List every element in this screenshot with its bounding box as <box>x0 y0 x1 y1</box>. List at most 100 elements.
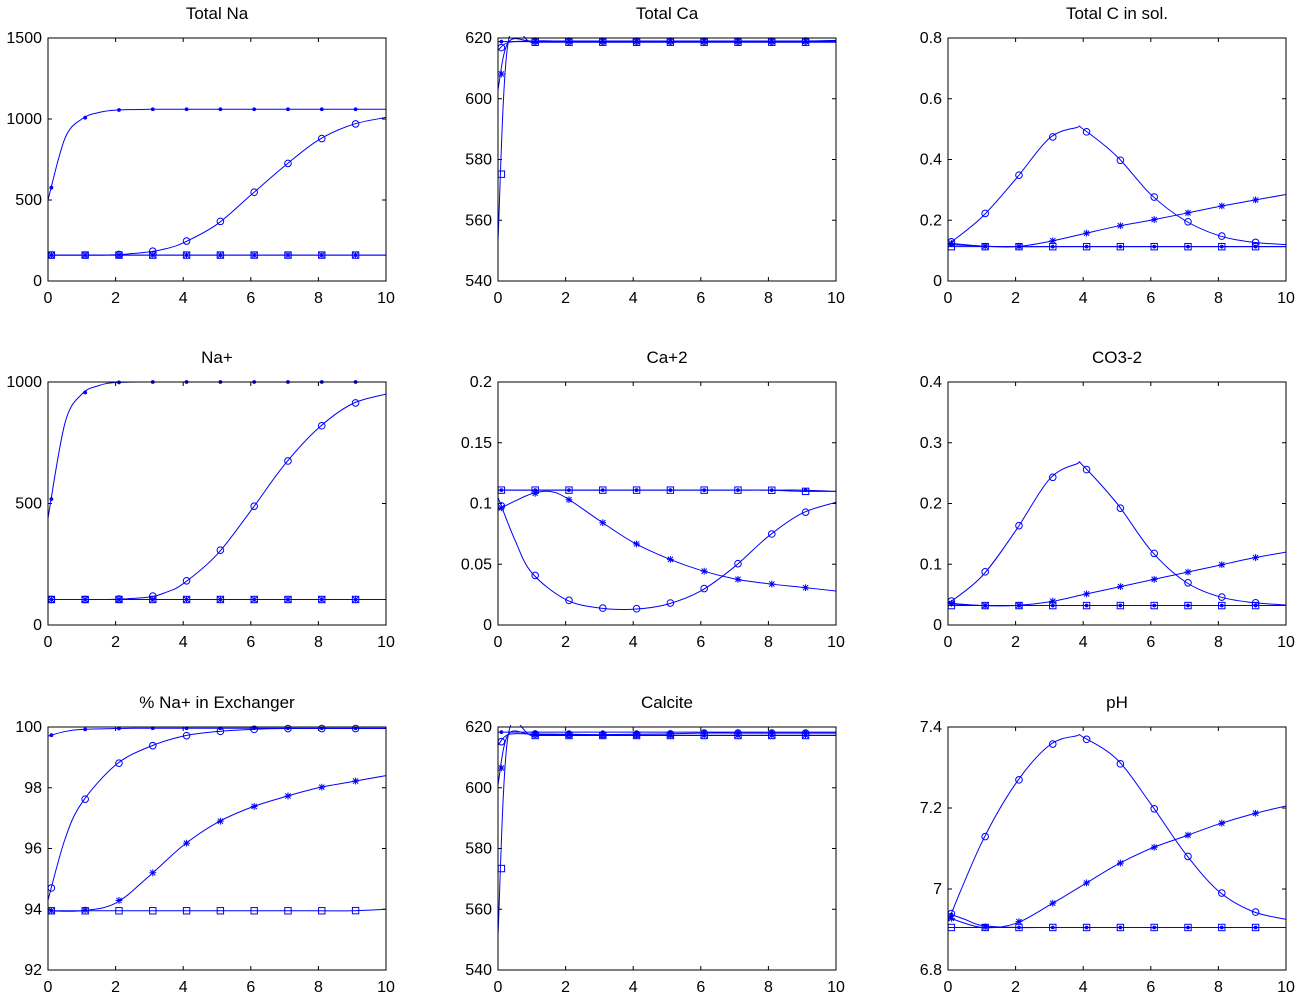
y-tick-label: 500 <box>15 192 42 209</box>
data-point <box>1150 193 1158 201</box>
y-tick-label: 0.6 <box>920 91 942 108</box>
data-point <box>353 107 358 112</box>
y-tick-label: 0 <box>483 617 492 634</box>
data-point <box>767 530 776 538</box>
data-point <box>599 519 607 527</box>
data-point <box>531 37 539 45</box>
x-tick-label: 0 <box>944 979 953 996</box>
data-point <box>1015 171 1023 179</box>
data-point <box>531 571 539 580</box>
data-point <box>947 599 955 607</box>
axes-frame <box>947 726 1287 971</box>
data-point <box>981 242 989 250</box>
series-star <box>947 193 1286 250</box>
y-tick-label: 92 <box>24 962 42 979</box>
data-point <box>182 731 191 740</box>
data-point <box>1049 601 1057 610</box>
data-point <box>1048 473 1057 482</box>
x-tick-label: 6 <box>696 979 705 996</box>
x-tick-label: 0 <box>944 290 953 307</box>
data-point <box>700 38 708 46</box>
data-point <box>1015 923 1023 932</box>
series-line <box>498 38 836 90</box>
x-tick-label: 4 <box>1079 979 1088 996</box>
data-point <box>115 907 123 915</box>
data-point <box>150 107 155 112</box>
data-point <box>1049 242 1057 251</box>
x-tick-label: 10 <box>827 290 845 307</box>
subplot-2: Total Ca 0 2 4 6 8 10 540 560 580 600 620 <box>465 4 845 307</box>
data-point <box>250 907 258 915</box>
data-point <box>216 595 225 604</box>
data-point <box>497 737 506 746</box>
data-point <box>115 759 123 767</box>
data-point <box>1116 504 1125 512</box>
subplot-1: Total Na 0 2 4 6 8 10 0 500 1000 1500 <box>6 4 395 307</box>
data-point <box>666 486 675 494</box>
y-tick-label: 1500 <box>6 30 42 47</box>
y-tick-label: 0.05 <box>461 556 492 573</box>
data-point <box>250 725 258 734</box>
series-circle <box>497 497 836 613</box>
data-point <box>565 731 573 740</box>
data-point <box>700 37 708 45</box>
data-point <box>1082 128 1091 136</box>
x-tick-label: 8 <box>764 634 773 651</box>
data-point <box>1150 923 1158 932</box>
data-point <box>1217 593 1226 601</box>
data-point <box>1150 216 1158 223</box>
series-line <box>498 497 836 611</box>
y-tick-label: 0.3 <box>920 435 942 452</box>
data-point <box>734 575 742 583</box>
x-tick-label: 4 <box>629 979 638 996</box>
data-point <box>632 604 641 613</box>
y-tick-label: 94 <box>24 901 42 918</box>
subplot-7: % Na+ in Exchanger 0 2 4 6 8 10 92 94 96 98 100 <box>15 693 395 996</box>
data-point <box>1116 583 1124 591</box>
y-tick-label: 580 <box>465 841 492 858</box>
data-point <box>599 38 607 46</box>
series-square <box>947 601 1286 610</box>
data-point <box>1049 923 1057 932</box>
data-point <box>1218 561 1226 569</box>
x-tick-label: 6 <box>246 290 255 307</box>
y-tick-label: 0.1 <box>470 496 492 513</box>
subplot-4: Na+ 0 2 4 6 8 10 0 500 1000 <box>6 348 395 651</box>
data-point <box>317 421 326 430</box>
data-point <box>981 568 989 576</box>
data-point <box>250 251 258 259</box>
series-line <box>48 727 386 901</box>
y-tick-label: 0.2 <box>470 374 492 391</box>
x-tick-label: 8 <box>314 290 323 307</box>
data-point <box>182 907 191 915</box>
data-point <box>351 251 360 259</box>
data-point <box>1252 554 1259 561</box>
subplot-title: Na+ <box>201 348 233 367</box>
data-point <box>497 864 506 873</box>
data-point <box>216 546 225 554</box>
data-point <box>318 907 326 915</box>
series-square <box>497 36 836 241</box>
data-point <box>565 731 573 739</box>
series-circle <box>947 734 1286 922</box>
data-point <box>1082 601 1091 610</box>
x-tick-label: 6 <box>1146 979 1155 996</box>
y-tick-label: 500 <box>15 496 42 513</box>
series-line <box>948 805 1286 929</box>
data-point <box>318 251 326 259</box>
y-tick-label: 580 <box>465 152 492 169</box>
y-tick-label: 100 <box>15 719 42 736</box>
data-point <box>565 496 573 504</box>
data-point <box>1252 196 1259 204</box>
axes-frame <box>497 726 837 971</box>
series-line <box>498 36 836 241</box>
series-circle <box>947 125 1286 247</box>
data-point <box>216 251 225 259</box>
data-point <box>1048 740 1057 748</box>
data-point <box>183 839 190 847</box>
y-tick-label: 560 <box>465 901 492 918</box>
y-tick-label: 0.4 <box>920 374 942 391</box>
data-point <box>666 37 674 45</box>
data-point <box>1218 819 1226 827</box>
data-point <box>81 795 89 803</box>
